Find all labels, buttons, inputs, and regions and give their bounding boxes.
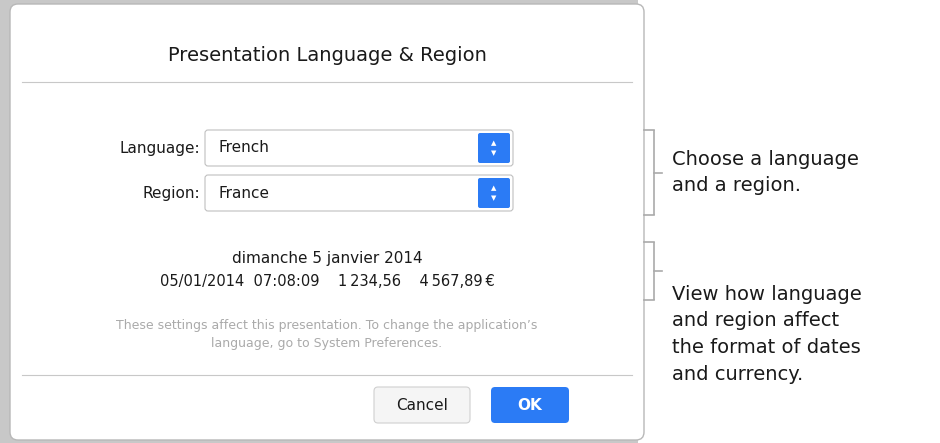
FancyBboxPatch shape — [478, 133, 510, 163]
Text: ▼: ▼ — [492, 150, 496, 156]
Text: ▼: ▼ — [492, 195, 496, 201]
Text: These settings affect this presentation. To change the application’s
language, g: These settings affect this presentation.… — [117, 319, 538, 350]
Text: dimanche 5 janvier 2014: dimanche 5 janvier 2014 — [231, 250, 422, 265]
Text: Region:: Region: — [142, 186, 200, 201]
Text: ▲: ▲ — [492, 185, 496, 191]
FancyBboxPatch shape — [205, 175, 513, 211]
FancyBboxPatch shape — [374, 387, 470, 423]
FancyBboxPatch shape — [10, 4, 644, 440]
Text: Cancel: Cancel — [396, 397, 448, 412]
Text: France: France — [218, 186, 269, 201]
Text: ▲: ▲ — [492, 140, 496, 146]
Bar — [638, 0, 940, 443]
FancyBboxPatch shape — [478, 178, 510, 208]
Text: 05/01/2014  07:08:09    1 234,56    4 567,89 €: 05/01/2014 07:08:09 1 234,56 4 567,89 € — [160, 275, 494, 289]
Text: Language:: Language: — [119, 140, 200, 155]
FancyBboxPatch shape — [205, 130, 513, 166]
Text: Presentation Language & Region: Presentation Language & Region — [167, 46, 486, 65]
Text: OK: OK — [518, 397, 542, 412]
Text: French: French — [218, 140, 269, 155]
Text: View how language
and region affect
the format of dates
and currency.: View how language and region affect the … — [672, 285, 862, 384]
Text: Choose a language
and a region.: Choose a language and a region. — [672, 150, 859, 195]
FancyBboxPatch shape — [491, 387, 569, 423]
